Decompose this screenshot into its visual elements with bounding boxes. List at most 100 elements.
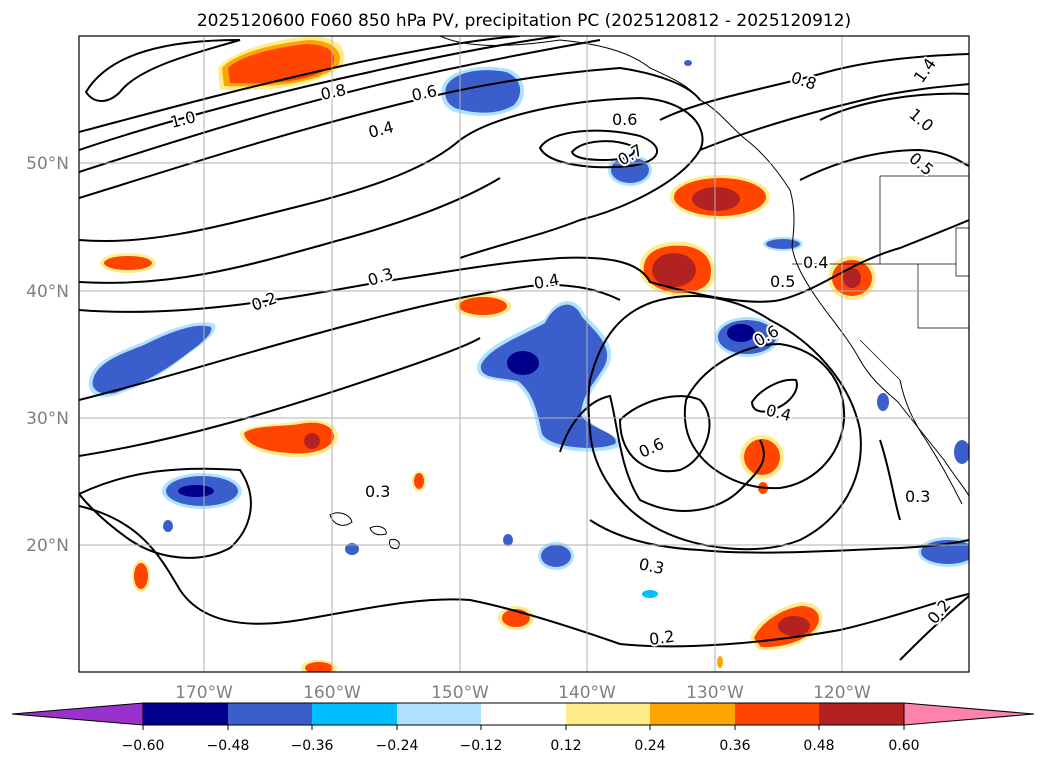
precip-blob — [301, 660, 337, 672]
coastline-baja — [899, 379, 963, 505]
colorbar-tick-label: −0.36 — [291, 738, 334, 754]
lat-tick-label: 50°N — [26, 154, 69, 174]
colorbar-tick-labels: −0.60 −0.48 −0.36 −0.24 −0.12 0.12 0.24 … — [122, 725, 920, 754]
precip-blob — [538, 542, 574, 570]
contour-label: 0.2 — [648, 627, 676, 649]
precip-blob — [163, 520, 173, 532]
colorbar-segment — [228, 703, 312, 725]
precip-blob — [441, 66, 524, 116]
lon-tick-label: 120°W — [813, 683, 871, 703]
contour-line — [570, 140, 636, 162]
colorbar-tick-label: 0.24 — [634, 738, 665, 754]
colorbar-extend-high — [903, 702, 1035, 726]
lat-tick-labels: 50°N 40°N 30°N 20°N — [26, 154, 69, 556]
colorbar-segment — [819, 703, 904, 725]
lon-tick-label: 130°W — [686, 683, 744, 703]
colorbar-segment — [735, 703, 819, 725]
colorbar-segment — [397, 703, 481, 725]
gridlines — [79, 36, 969, 672]
precip-positive-areas — [100, 36, 876, 672]
precip-blob — [132, 560, 150, 592]
contour-line — [84, 39, 241, 102]
colorbar-segment — [481, 703, 566, 725]
contour-line — [899, 595, 969, 661]
contour-line — [79, 36, 521, 133]
colorbar: −0.60 −0.48 −0.36 −0.24 −0.12 0.12 0.24 … — [11, 702, 1035, 754]
contour-label: 0.6 — [612, 110, 637, 129]
lon-tick-labels: 170°W 160°W 150°W 140°W 130°W 120°W — [175, 683, 871, 703]
lon-tick-label: 140°W — [558, 683, 616, 703]
contour-line — [559, 394, 765, 512]
precip-blob — [670, 175, 770, 219]
colorbar-segment — [566, 703, 650, 725]
precip-blob — [684, 60, 692, 66]
precip-blob — [476, 301, 620, 452]
precip-blob — [503, 534, 513, 546]
contour-line — [538, 129, 659, 169]
lon-tick-label: 150°W — [431, 683, 489, 703]
precip-blob — [639, 241, 715, 297]
contour-line — [79, 337, 481, 457]
lon-tick-label: 160°W — [303, 683, 361, 703]
pv-contours — [79, 36, 969, 661]
coastlines — [329, 36, 969, 549]
colorbar-segment — [143, 703, 228, 725]
precip-blob — [218, 36, 345, 91]
colorbar-tick-label: 0.36 — [719, 738, 750, 754]
contour-line — [79, 36, 561, 151]
precip-blob — [162, 473, 242, 509]
contour-line — [79, 39, 601, 173]
precip-blob — [498, 606, 534, 630]
contour-label: 0.5 — [770, 272, 795, 291]
colorbar-tick-label: 0.60 — [888, 738, 919, 754]
contour-line — [659, 53, 969, 121]
contour-line — [79, 283, 621, 401]
colorbar-extend-low — [11, 702, 144, 726]
precip-blob — [642, 590, 658, 598]
contour-line — [683, 342, 846, 490]
precip-blob — [954, 440, 969, 464]
precip-blob — [717, 656, 723, 668]
contour-line — [699, 83, 969, 151]
colorbar-tick-label: −0.48 — [207, 738, 250, 754]
borders — [792, 175, 969, 381]
precip-blob — [828, 256, 876, 300]
coastline-alaska-canada — [439, 36, 969, 497]
precip-blob — [877, 393, 889, 411]
precip-blob — [412, 471, 426, 491]
contour-label: 0.3 — [637, 554, 666, 578]
contour-line — [79, 96, 704, 259]
lon-tick-label: 170°W — [175, 683, 233, 703]
precip-negative-areas — [88, 60, 969, 598]
colorbar-segment — [650, 703, 735, 725]
precip-blob — [763, 237, 803, 251]
lat-tick-label: 20°N — [26, 536, 69, 556]
contour-label: 0.4 — [803, 253, 828, 272]
contour-line — [819, 92, 969, 121]
map-frame — [78, 35, 970, 673]
precip-blob — [240, 419, 338, 458]
lat-tick-label: 40°N — [26, 282, 69, 302]
precip-blob — [100, 253, 156, 273]
contour-line — [79, 219, 969, 313]
contour-label: 0.3 — [905, 487, 930, 506]
precip-blob — [88, 322, 216, 397]
chart-title: 2025120600 F060 850 hPa PV, precipitatio… — [197, 11, 851, 31]
contour-label: 0.3 — [365, 482, 390, 501]
contour-line — [750, 378, 798, 413]
lat-tick-label: 30°N — [26, 409, 69, 429]
precip-blob — [455, 294, 511, 318]
contour-line — [799, 148, 969, 181]
contour-line — [79, 505, 969, 648]
precip-blob — [740, 435, 784, 479]
contour-line — [879, 439, 901, 521]
colorbar-tick-label: −0.60 — [122, 738, 165, 754]
map-area: 1.0 0.8 0.6 0.4 0.6 0.7 0.8 1.0 1.4 0.5 … — [79, 36, 969, 672]
colorbar-tick-label: −0.12 — [460, 738, 503, 754]
colorbar-segment — [312, 703, 397, 725]
precip-blob — [345, 543, 359, 555]
colorbar-tick-label: 0.12 — [550, 738, 581, 754]
colorbar-tick-label: −0.24 — [376, 738, 419, 754]
contour-line — [618, 395, 711, 473]
